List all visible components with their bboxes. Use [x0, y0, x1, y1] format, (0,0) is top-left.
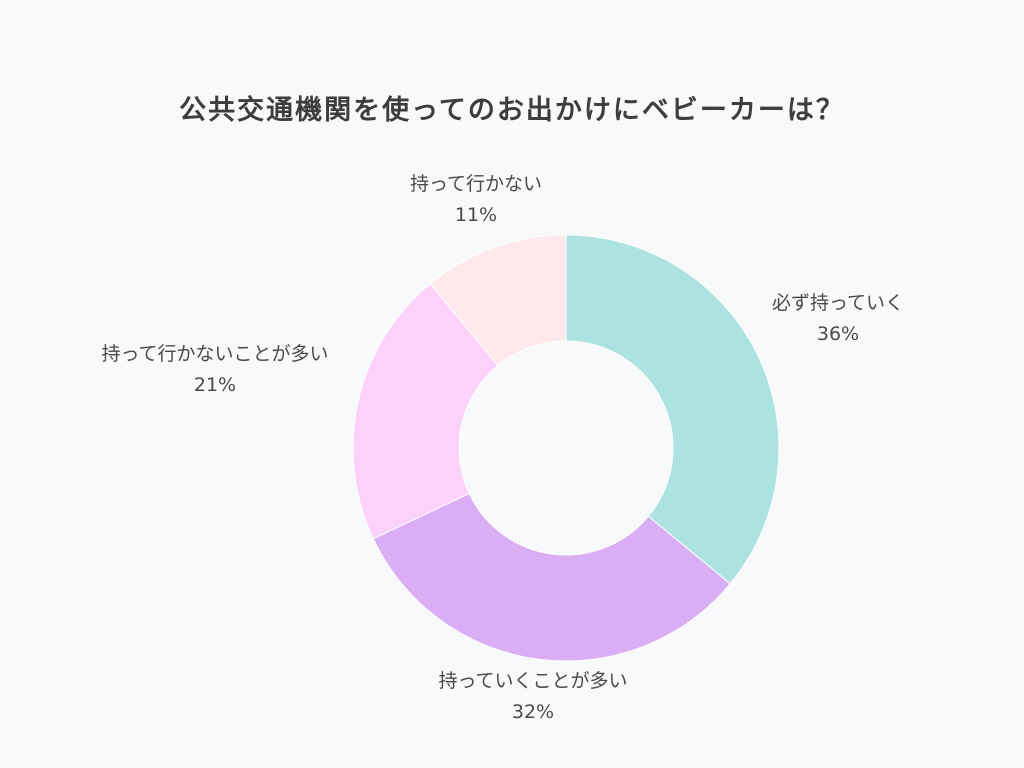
slice-2 [352, 283, 499, 540]
slice-label-1-value: 32% [511, 701, 555, 723]
slice-label-0-value: 36% [816, 323, 860, 345]
slice-label-0-category: 必ず持っていく [771, 292, 905, 314]
slice-label-3-value: 11% [454, 204, 498, 226]
slice-0 [565, 234, 780, 585]
slice-1 [372, 492, 731, 662]
slice-label-3-category: 持って行かない [409, 173, 543, 195]
slice-label-1: 持っていくことが多い 32% [438, 666, 627, 728]
chart-title: 公共交通機関を使ってのお出かけにベビーカーは？ [179, 95, 845, 126]
slice-label-2: 持って行かないことが多い 21% [101, 339, 328, 401]
slice-label-2-value: 21% [193, 374, 237, 396]
slice-label-0: 必ず持っていく 36% [772, 288, 904, 350]
slice-label-3: 持って行かない 11% [410, 169, 542, 231]
slice-label-2-category: 持って行かないことが多い [101, 343, 329, 365]
slice-3 [429, 234, 567, 367]
slice-label-1-category: 持っていくことが多い [438, 670, 628, 692]
